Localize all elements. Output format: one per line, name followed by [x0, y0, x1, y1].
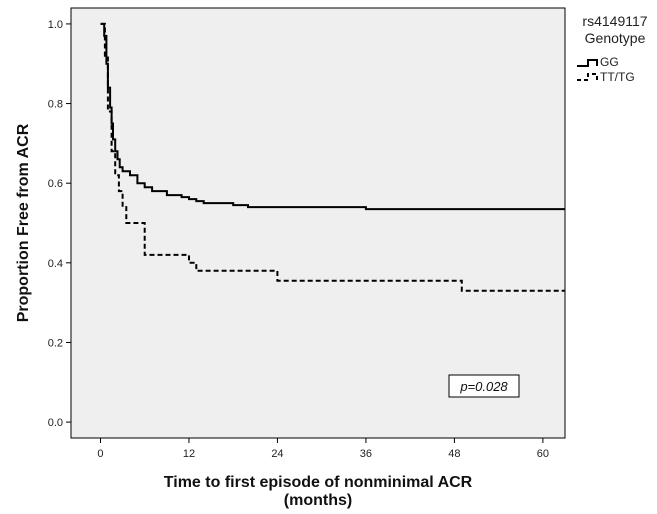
y-axis-title: Proportion Free from ACR — [15, 123, 32, 322]
series-line-gg — [100, 22, 565, 211]
p-value-box — [448, 374, 520, 398]
y-tick-label: 0.2 — [48, 337, 63, 349]
y-tick-label: 0.0 — [48, 417, 63, 429]
chart-marks: 0 12 24 36 48 60 0.0 0.2 0.4 0.6 0.8 1.0 — [48, 19, 565, 460]
legend-label-tt-tg: TT/TG — [600, 70, 635, 84]
legend-line-gg — [577, 59, 598, 67]
legend-title-line2: Genotype — [585, 30, 646, 46]
x-axis-title-line2: (months) — [284, 492, 352, 509]
y-tick-label: 0.8 — [48, 99, 63, 111]
x-tick-label: 24 — [271, 448, 283, 460]
legend-label-gg: GG — [600, 55, 619, 69]
legend-title-line1: rs4149117 — [582, 13, 647, 29]
y-tick-label: 0.6 — [48, 178, 63, 190]
y-tick-label: 0.4 — [48, 258, 63, 270]
x-tick-label: 36 — [360, 448, 372, 460]
y-tick-label: 1.0 — [48, 19, 63, 31]
legend-line-tt-tg — [577, 73, 598, 81]
x-tick-label: 48 — [448, 448, 460, 460]
x-tick-label: 0 — [97, 448, 103, 460]
x-tick-label: 60 — [537, 448, 549, 460]
x-axis-title-line1: Time to first episode of nonminimal ACR — [164, 474, 473, 491]
plot-area — [70, 7, 566, 439]
p-value-annotation: p=0.028 — [459, 379, 508, 394]
x-tick-label: 12 — [183, 448, 195, 460]
series-line-tt-tg — [100, 22, 565, 292]
